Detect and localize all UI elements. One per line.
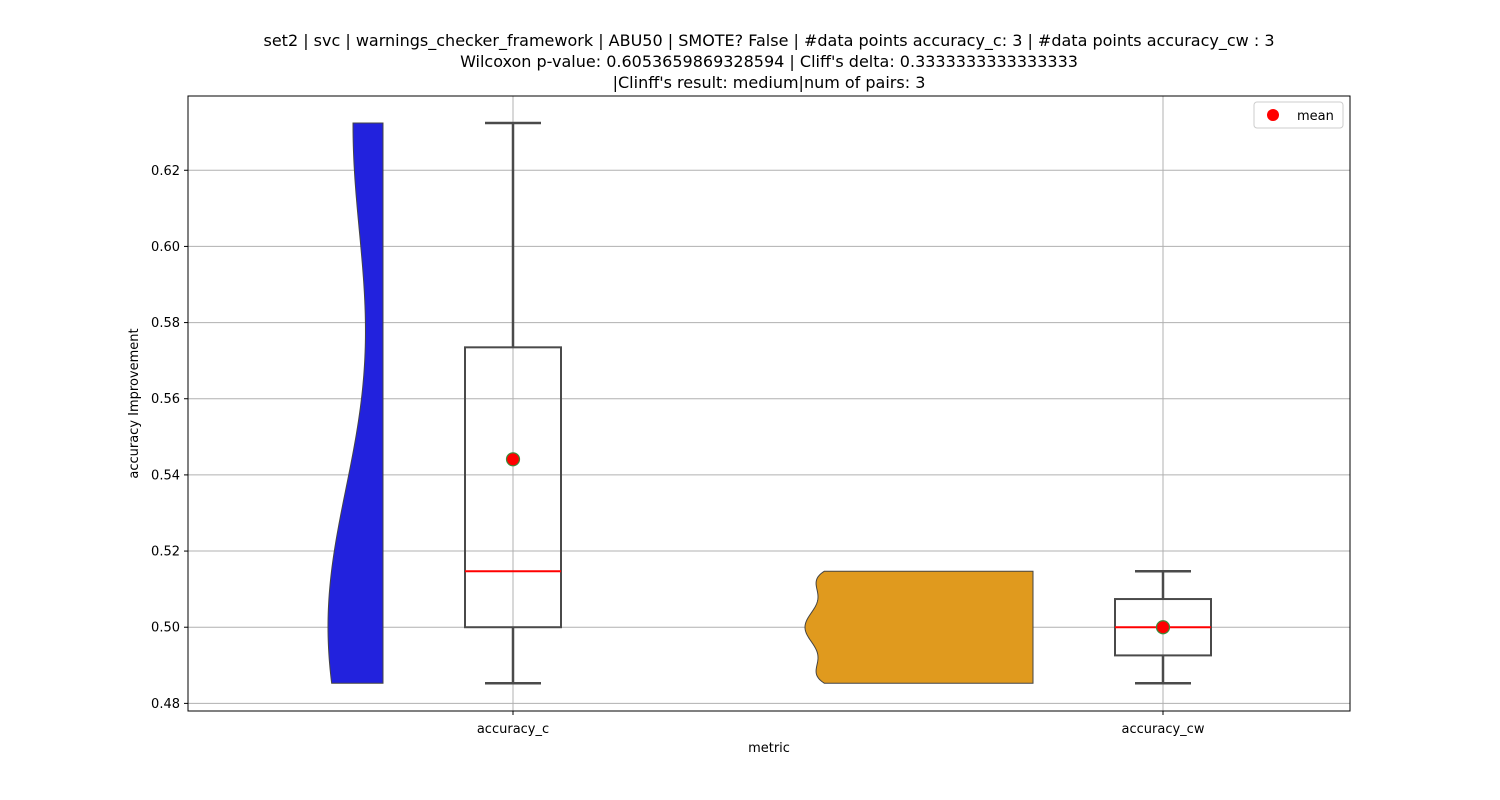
- y-axis-label: accuracy Improvement: [127, 328, 142, 478]
- boxplots: [464, 121, 1212, 685]
- x-axis: accuracy_c accuracy_cw: [477, 711, 1205, 737]
- y-tick-label: 0.60: [151, 240, 180, 255]
- x-tick-label: accuracy_c: [477, 722, 549, 737]
- y-tick-label: 0.50: [151, 621, 180, 636]
- legend-mean-label: mean: [1297, 109, 1334, 124]
- x-tick-label: accuracy_cw: [1122, 722, 1205, 737]
- y-tick-label: 0.52: [151, 545, 180, 560]
- y-tick-label: 0.56: [151, 392, 180, 407]
- box-accuracy-c-box: [464, 346, 562, 629]
- box-accuracy-c-mean-marker: [505, 452, 521, 467]
- y-axis: 0.48 0.50 0.52 0.54 0.56 0.58 0.60 0.62: [151, 164, 188, 712]
- legend: mean: [1253, 101, 1344, 129]
- chart-title: set2 | svc | warnings_checker_framework …: [263, 31, 1274, 92]
- violins: [327, 122, 1034, 684]
- x-axis-label: metric: [748, 741, 790, 756]
- y-tick-label: 0.48: [151, 697, 180, 712]
- y-tick-label: 0.54: [151, 468, 180, 483]
- violin-accuracy-cw: [804, 570, 1034, 684]
- box-accuracy-cw-mean-marker: [1155, 620, 1171, 635]
- legend-frame: [1253, 101, 1344, 129]
- title-line-1: set2 | svc | warnings_checker_framework …: [263, 31, 1274, 51]
- legend-mean-marker: [1267, 109, 1279, 121]
- y-tick-label: 0.62: [151, 164, 180, 179]
- violin-accuracy-c: [327, 122, 384, 684]
- plot-area-frame: [187, 95, 1351, 712]
- y-tick-label: 0.58: [151, 316, 180, 331]
- title-line-2: Wilcoxon p-value: 0.6053659869328594 | C…: [460, 52, 1078, 71]
- title-line-3: |Clinff's result: medium|num of pairs: 3: [613, 73, 926, 92]
